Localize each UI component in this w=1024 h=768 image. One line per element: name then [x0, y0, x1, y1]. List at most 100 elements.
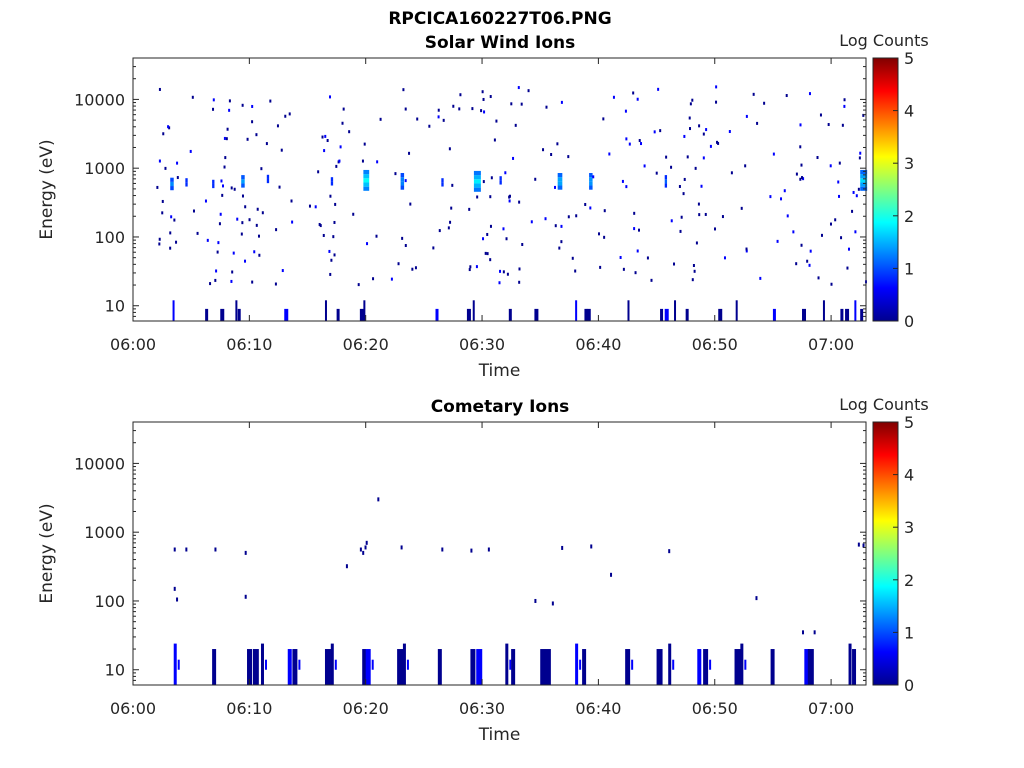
low-energy-column [402, 643, 406, 685]
count-point [377, 497, 380, 502]
count-speckle [261, 211, 264, 215]
count-speckle [226, 127, 229, 131]
count-blob [473, 175, 481, 180]
count-speckle [401, 236, 404, 240]
count-speckle [809, 249, 812, 253]
count-speckle [859, 151, 862, 155]
count-speckle [158, 87, 161, 91]
low-energy-column [397, 649, 404, 685]
count-speckle [670, 165, 673, 169]
low-energy-column [575, 300, 578, 321]
count-speckle [534, 177, 537, 181]
count-speckle [584, 202, 587, 206]
x-axis-label: Time [478, 725, 521, 745]
count-blob [441, 178, 444, 183]
count-speckle [840, 236, 843, 240]
count-speckle [274, 282, 277, 286]
count-speckle [451, 183, 454, 187]
count-speckle [683, 134, 686, 138]
count-speckle [209, 282, 212, 286]
colorbar-tick-label: 1 [904, 623, 914, 642]
count-speckle [489, 258, 492, 262]
low-energy-column [845, 308, 850, 321]
count-speckle [745, 249, 748, 253]
count-speckle [544, 217, 547, 221]
low-energy-column [703, 649, 709, 685]
count-speckle [224, 156, 227, 160]
count-speckle [448, 147, 451, 151]
count-speckle [792, 230, 795, 234]
count-speckle [510, 102, 513, 106]
count-speckle [857, 187, 860, 191]
low-energy-column [540, 649, 546, 685]
count-speckle [636, 97, 639, 101]
colorbar-tick-label: 4 [904, 102, 914, 121]
low-energy-column [237, 308, 241, 321]
count-speckle [366, 242, 369, 246]
count-speckle [795, 262, 798, 266]
count-speckle [404, 107, 407, 111]
count-speckle [230, 186, 233, 190]
count-speckle [728, 130, 731, 134]
count-point [244, 594, 247, 599]
cometary-ions-panel: Cometary Ions 06:00 06:10 06:20 06:30 06:40 0… [37, 395, 929, 745]
count-speckle [858, 156, 861, 160]
count-blob [557, 173, 563, 178]
count-speckle [255, 133, 258, 137]
count-speckle [705, 128, 708, 132]
count-blob [400, 181, 405, 186]
colorbar-tick-label: 0 [904, 312, 914, 331]
count-blob [473, 183, 481, 188]
count-speckle [721, 215, 724, 219]
low-energy-column [668, 643, 672, 685]
count-speckle [215, 269, 218, 273]
count-speckle [484, 251, 487, 255]
low-energy-column [840, 308, 844, 321]
low-energy-column [584, 308, 588, 321]
y-tick-label: 10 [105, 661, 125, 680]
count-speckle [241, 221, 244, 225]
count-blob [330, 181, 334, 186]
low-energy-column-detail [371, 659, 374, 670]
count-speckle [352, 212, 355, 216]
count-speckle [688, 116, 691, 120]
low-energy-column-detail [709, 659, 712, 670]
count-blob [860, 178, 868, 183]
count-speckle [695, 241, 698, 245]
count-speckle [657, 87, 660, 91]
low-energy-column [718, 308, 723, 321]
count-speckle [176, 161, 179, 165]
count-speckle [276, 124, 279, 128]
count-speckle [225, 137, 228, 141]
count-blob [860, 169, 868, 175]
cometary-ions-spectrogram[interactable]: 06:00 06:10 06:20 06:30 06:40 06:50 07:00 Time 1… [37, 421, 867, 745]
count-speckle [640, 142, 643, 146]
count-point [400, 545, 403, 550]
solar-wind-spectrogram[interactable]: 06:00 06:10 06:20 06:30 06:40 06:50 07:00 Time 1… [37, 57, 868, 381]
count-speckle [498, 281, 501, 285]
count-speckle [397, 262, 400, 266]
y-tick-label: 100 [94, 592, 125, 611]
low-energy-column [362, 649, 367, 685]
count-speckle [251, 280, 254, 284]
count-speckle [650, 278, 653, 282]
count-speckle [361, 159, 364, 163]
count-speckle [220, 179, 223, 183]
count-speckle [204, 199, 207, 203]
count-point [244, 550, 247, 555]
count-speckle [275, 228, 278, 232]
count-speckle [714, 227, 717, 231]
count-blob [212, 183, 215, 189]
x-tick-label: 06:10 [226, 335, 272, 354]
count-speckle [704, 212, 707, 216]
count-speckle [625, 185, 628, 189]
count-blob [473, 170, 481, 176]
count-speckle [560, 240, 563, 244]
count-speckle [228, 99, 231, 103]
low-energy-column [476, 649, 483, 685]
count-speckle [855, 194, 858, 198]
count-speckle [808, 92, 811, 96]
count-speckle [799, 123, 802, 127]
low-energy-column [284, 308, 289, 321]
